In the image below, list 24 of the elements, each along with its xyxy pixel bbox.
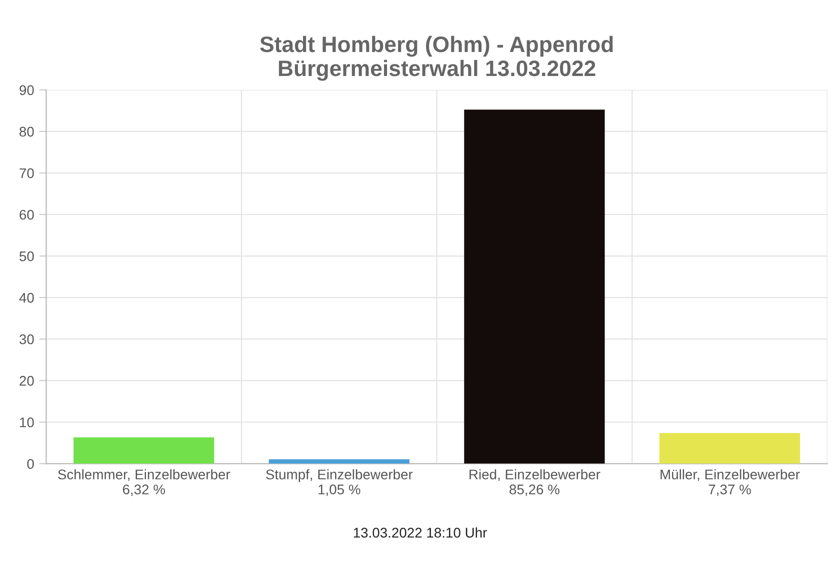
x-tick-label: Stumpf, Einzelbewerber bbox=[266, 469, 413, 482]
y-tick-label: 90 bbox=[20, 85, 34, 96]
x-tick-label: Ried, Einzelbewerber bbox=[470, 469, 600, 482]
bar bbox=[74, 437, 214, 464]
y-tick-label: 70 bbox=[20, 168, 34, 178]
y-tick-label: 30 bbox=[19, 334, 34, 344]
y-tick-label: 10 bbox=[20, 417, 34, 428]
text: 13.03.2022 18:10 Uhr bbox=[354, 527, 487, 538]
chart-title: Stadt Homberg (Ohm) - Appenrod Bürgermeisterwahl 13.03.2022 bbox=[260, 36, 613, 81]
bar bbox=[659, 433, 800, 464]
bar bbox=[268, 459, 410, 464]
y-tick-label: 40 bbox=[19, 292, 34, 303]
data-label: 85,26 % bbox=[510, 484, 560, 496]
y-tick-label: 0 bbox=[27, 458, 34, 469]
bar bbox=[464, 110, 605, 464]
y-tick-label: 60 bbox=[20, 210, 34, 220]
y-tick-label: 20 bbox=[20, 376, 34, 386]
data-label: 7,37 % bbox=[708, 484, 751, 496]
x-tick-label: Schlemmer, Einzelbewerber bbox=[58, 469, 230, 482]
data-label: 6,32 % bbox=[122, 484, 165, 496]
data-label: 1,05 % bbox=[318, 484, 360, 496]
y-tick-label: 50 bbox=[20, 251, 34, 262]
y-tick-label: 80 bbox=[20, 126, 34, 137]
x-tick-label: Müller, Einzelbewerber bbox=[660, 469, 800, 482]
